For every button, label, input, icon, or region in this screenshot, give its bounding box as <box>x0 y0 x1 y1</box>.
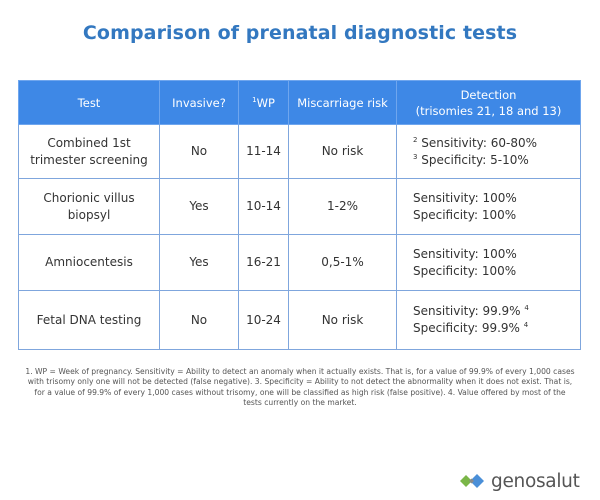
cell-detection: Sensitivity: 100% Specificity: 100% <box>396 178 581 235</box>
logo-wordmark: genosalut <box>491 470 580 492</box>
cell-test: Amniocentesis <box>18 234 160 291</box>
header-detection-line2: (trisomies 21, 18 and 13) <box>415 103 562 118</box>
cell-test-line2: biopsyl <box>67 207 111 222</box>
cell-test: Chorionic villus biopsyl <box>18 178 160 235</box>
table-row: Amniocentesis Yes 16-21 0,5-1% Sensitivi… <box>18 234 581 291</box>
cell-risk: No risk <box>288 290 397 350</box>
table-row: Combined 1st trimester screening No 11-14… <box>18 124 581 179</box>
logo-diamond-center <box>469 478 474 484</box>
header-detection: Detection (trisomies 21, 18 and 13) <box>396 80 581 125</box>
cell-wp: 10-14 <box>238 178 289 235</box>
footnote-text: 1. WP = Week of pregnancy. Sensitivity =… <box>25 367 575 408</box>
footnote-ref: 1 <box>252 95 257 104</box>
cell-test: Combined 1st trimester screening <box>18 124 160 179</box>
cell-invasive: Yes <box>159 234 239 291</box>
cell-wp: 10-24 <box>238 290 289 350</box>
sensitivity-value: Sensitivity: 99.9% <box>413 304 521 318</box>
cell-risk: 1-2% <box>288 178 397 235</box>
cell-test-line1: Combined 1st <box>47 135 131 150</box>
cell-invasive: No <box>159 124 239 179</box>
cell-detection: Sensitivity: 99.9% 4 Specificity: 99.9% … <box>396 290 581 350</box>
header-test: Test <box>18 80 160 125</box>
specificity-value: Specificity: 100% <box>413 263 517 278</box>
specificity-value: Specificity: 5-10% <box>421 152 529 167</box>
footnote-ref: 4 <box>523 321 529 329</box>
page-title: Comparison of prenatal diagnostic tests <box>82 22 518 44</box>
table-header-row: Test Invasive? 1WP Miscarriage risk Dete… <box>18 80 581 125</box>
sensitivity-value: Sensitivity: 100% <box>413 246 517 261</box>
specificity-value: Specificity: 99.9% <box>413 321 520 335</box>
logo-diamond-right <box>470 474 484 488</box>
cell-detection: 2 Sensitivity: 60-80% 3 Specificity: 5-1… <box>396 124 581 179</box>
specificity-value: Specificity: 100% <box>413 207 517 222</box>
footnote-ref: 3 <box>413 152 418 161</box>
cell-test-line1: Chorionic villus <box>43 190 135 205</box>
header-detection-line1: Detection <box>460 87 517 102</box>
detection-specificity: 3 Specificity: 5-10% <box>413 152 576 169</box>
cell-wp: 11-14 <box>238 124 289 179</box>
footnote-ref: 4 <box>524 304 529 312</box>
cell-detection: Sensitivity: 100% Specificity: 100% <box>396 234 581 291</box>
header-wp-label: WP <box>256 95 275 110</box>
cell-risk: No risk <box>288 124 397 179</box>
genosalut-logo: genosalut <box>458 468 588 494</box>
footnote-ref: 2 <box>413 135 418 144</box>
logo-diamond-left <box>460 475 472 487</box>
detection-specificity: Specificity: 99.9% 4 <box>413 320 576 337</box>
cell-invasive: No <box>159 290 239 350</box>
header-miscarriage-risk: Miscarriage risk <box>288 80 397 125</box>
header-wp: 1WP <box>238 80 289 125</box>
cell-test: Fetal DNA testing <box>18 290 160 350</box>
cell-risk: 0,5-1% <box>288 234 397 291</box>
detection-sensitivity: 2 Sensitivity: 60-80% <box>413 135 576 152</box>
detection-sensitivity: Sensitivity: 99.9% 4 <box>413 303 576 320</box>
cell-test-line2: trimester screening <box>30 152 148 167</box>
sensitivity-value: Sensitivity: 100% <box>413 190 517 205</box>
header-invasive: Invasive? <box>159 80 239 125</box>
cell-invasive: Yes <box>159 178 239 235</box>
sensitivity-value: Sensitivity: 60-80% <box>421 135 538 150</box>
genosalut-logo-icon <box>460 474 484 488</box>
table-row: Fetal DNA testing No 10-24 No risk Sensi… <box>18 290 581 350</box>
cell-wp: 16-21 <box>238 234 289 291</box>
comparison-table: Test Invasive? 1WP Miscarriage risk Dete… <box>18 80 581 350</box>
table-row: Chorionic villus biopsyl Yes 10-14 1-2% S… <box>18 178 581 235</box>
